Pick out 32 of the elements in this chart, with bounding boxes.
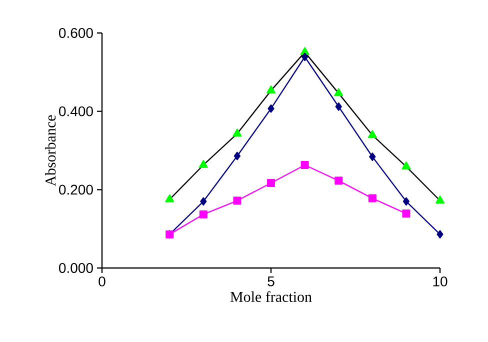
- point: [436, 230, 444, 239]
- point: [198, 160, 208, 168]
- point: [335, 102, 342, 111]
- point: [232, 128, 242, 137]
- x-tick-label: 0: [98, 276, 106, 286]
- point: [200, 197, 207, 206]
- y-tick-label: 0.400: [59, 106, 93, 116]
- x-tick-label: 5: [268, 276, 274, 286]
- y-tick-label: 0.000: [59, 263, 93, 273]
- point: [199, 210, 208, 218]
- point: [300, 160, 309, 169]
- point: [268, 104, 274, 113]
- y-axis-title: Absorbance: [45, 115, 56, 186]
- point: [402, 197, 410, 206]
- point: [334, 176, 343, 185]
- point: [266, 85, 276, 94]
- y-tick-label: 0.200: [59, 184, 93, 195]
- point: [402, 210, 410, 218]
- point: [368, 194, 376, 202]
- point: [267, 179, 276, 188]
- point: [234, 152, 241, 160]
- point: [402, 161, 411, 170]
- point: [368, 130, 377, 138]
- x-tick-label: 10: [433, 276, 448, 286]
- point: [233, 196, 242, 205]
- point: [302, 52, 308, 62]
- x-axis-title: Mole fraction: [230, 291, 312, 302]
- point: [369, 152, 376, 161]
- point: [165, 194, 174, 202]
- point: [436, 196, 445, 204]
- y-tick-label: 0.600: [59, 28, 93, 38]
- point: [334, 88, 344, 96]
